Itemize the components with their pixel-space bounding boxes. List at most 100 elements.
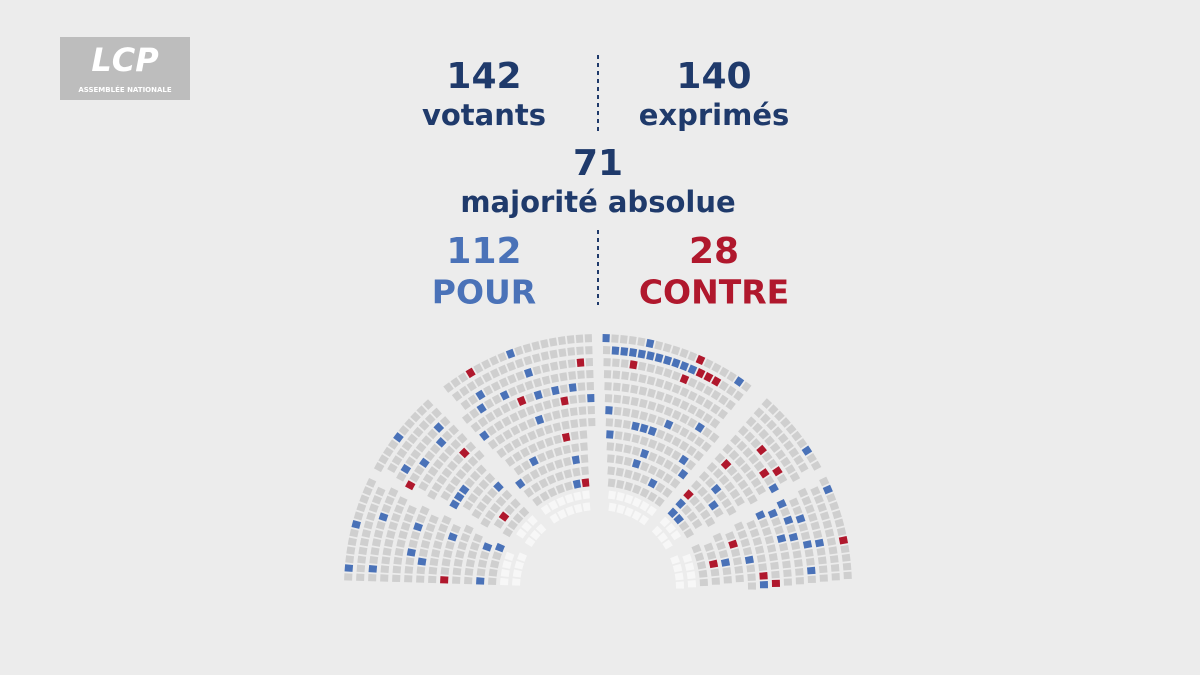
seat <box>816 547 826 556</box>
seat <box>646 375 656 386</box>
seat <box>623 456 633 467</box>
seat <box>516 383 526 394</box>
seat <box>485 411 496 423</box>
seat <box>819 476 830 487</box>
seat <box>492 407 503 418</box>
seat <box>540 339 549 349</box>
seat <box>487 438 499 450</box>
seat <box>544 424 554 435</box>
seat <box>398 530 408 540</box>
seat <box>810 486 821 496</box>
seat <box>621 395 631 405</box>
seat <box>371 538 382 547</box>
seat <box>550 373 560 384</box>
seat <box>750 477 762 488</box>
seat <box>795 568 804 576</box>
seat <box>742 486 754 498</box>
seat <box>818 565 828 574</box>
seat <box>606 430 614 439</box>
seat <box>575 334 584 343</box>
seat <box>524 536 536 548</box>
seat <box>499 390 510 401</box>
seat <box>772 466 783 477</box>
seat <box>631 421 640 431</box>
seat <box>788 447 800 458</box>
seat <box>429 557 439 567</box>
seat <box>726 385 737 397</box>
seat <box>451 390 463 402</box>
seat <box>798 462 809 473</box>
seat <box>758 468 770 479</box>
seat <box>663 432 674 443</box>
seat <box>791 430 802 442</box>
seat <box>828 546 838 555</box>
seat <box>817 556 827 565</box>
seat <box>447 532 458 542</box>
seat <box>450 439 462 450</box>
seat <box>788 532 799 542</box>
seat <box>701 427 713 438</box>
seat <box>544 437 554 447</box>
seat <box>655 390 665 401</box>
seat <box>378 454 389 465</box>
seat <box>567 359 576 368</box>
seat <box>500 568 510 578</box>
seat <box>612 370 621 380</box>
seat <box>540 351 550 361</box>
seat <box>829 555 839 564</box>
seat <box>767 458 778 470</box>
seat <box>612 358 620 367</box>
seat <box>393 432 404 443</box>
seat <box>759 572 768 580</box>
seat <box>573 491 582 501</box>
seat <box>768 552 778 562</box>
seat <box>465 367 476 379</box>
seat <box>694 436 705 447</box>
seat <box>814 538 825 548</box>
seat <box>366 477 377 488</box>
seat <box>651 525 663 537</box>
seat <box>703 385 714 396</box>
seat <box>659 516 671 528</box>
seat <box>447 460 458 472</box>
seat <box>797 487 809 498</box>
seat <box>810 460 822 471</box>
seat <box>726 371 737 382</box>
seat <box>445 540 455 550</box>
seat <box>670 530 682 541</box>
seat <box>380 565 390 574</box>
seat <box>412 426 424 438</box>
seat <box>716 541 726 551</box>
seat <box>615 467 625 477</box>
seat <box>752 536 763 546</box>
seat <box>506 361 516 372</box>
seat <box>398 425 410 436</box>
hemicycle <box>344 334 852 590</box>
seat <box>764 435 775 447</box>
seat <box>472 533 483 543</box>
seat <box>764 535 775 545</box>
seat <box>479 550 490 560</box>
seat <box>730 434 741 446</box>
seat <box>409 472 420 483</box>
seat <box>708 500 719 511</box>
seat <box>587 406 595 415</box>
seat <box>588 418 596 427</box>
seat <box>477 416 489 428</box>
seat <box>480 517 491 528</box>
seat <box>691 518 703 529</box>
seat <box>381 556 391 565</box>
seat <box>671 450 682 461</box>
seat <box>759 581 768 589</box>
seat <box>396 471 407 482</box>
seat <box>725 399 736 411</box>
seat <box>834 518 845 528</box>
seat <box>745 416 757 428</box>
seat <box>663 355 673 366</box>
seat <box>551 398 561 408</box>
seat <box>830 564 840 572</box>
seat <box>605 406 613 415</box>
seat <box>703 371 714 383</box>
seat <box>501 416 512 427</box>
seat <box>745 470 757 481</box>
